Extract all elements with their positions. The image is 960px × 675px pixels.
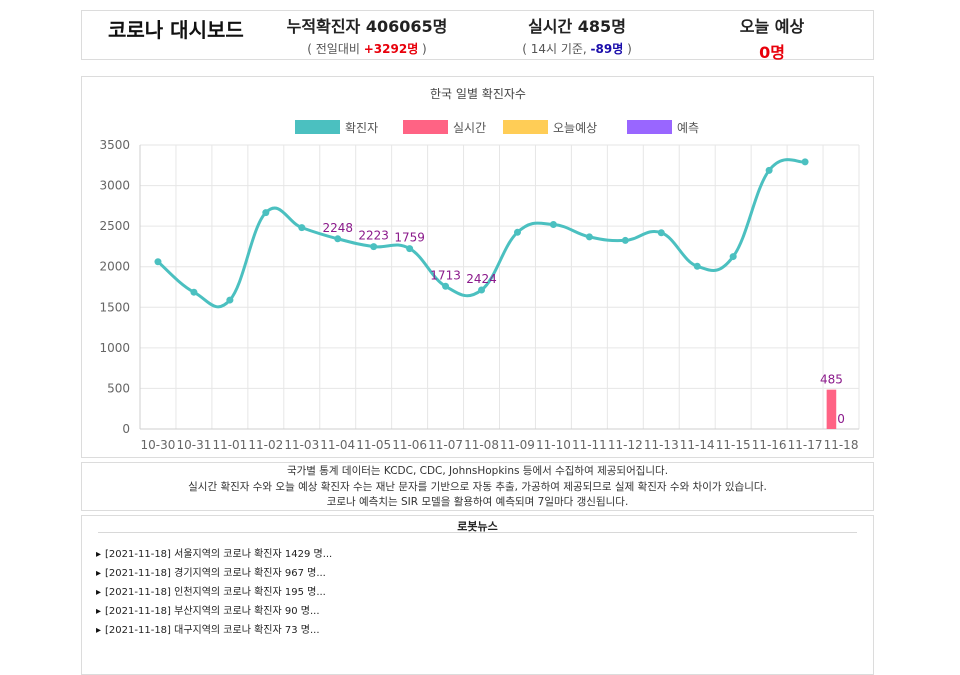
y-tick-label: 1500 [99,300,130,314]
y-tick-label: 2500 [99,219,130,233]
data-point [190,288,198,296]
forecast-title: 오늘 예상 [739,17,805,36]
y-tick-label: 3500 [99,138,130,152]
robot-news-panel: 로봇뉴스 [2021-11-18] 서울지역의 코로나 확진자 1429 명..… [81,515,874,675]
data-point [621,236,629,244]
realtime-stat: 실시간 485명 ( 14시 기준, -89명 ) [492,13,662,57]
y-tick-label: 0 [122,422,130,436]
y-tick-label: 2000 [99,260,130,274]
x-tick-label: 11-02 [248,438,283,452]
y-tick-label: 1000 [99,341,130,355]
data-point [801,158,809,166]
x-tick-label: 11-14 [680,438,715,452]
data-point [513,228,521,236]
forecast-value: 0명 [759,43,785,62]
news-divider [98,532,857,533]
x-tick-label: 11-16 [752,438,787,452]
x-tick-label: 11-07 [428,438,463,452]
realtime-title: 실시간 485명 [528,17,626,36]
legend-swatch [627,120,672,134]
data-point [334,235,342,243]
data-point [585,233,593,241]
forecast-stat: 오늘 예상 0명 [707,13,837,63]
data-point [262,209,270,217]
x-tick-label: 11-11 [572,438,607,452]
point-data-label: 2223 [358,229,389,243]
bar-data-label: 485 [820,373,843,387]
chart-title: 한국 일별 확진자수 [430,87,526,101]
x-tick-label: 11-04 [320,438,355,452]
realtime-sub-suffix: ) [623,42,632,56]
x-tick-label: 11-01 [212,438,247,452]
data-point [657,229,665,237]
realtime-sub-prefix: ( 14시 기준, [522,42,591,56]
cumulative-sub-prefix: ( 전일대비 [307,42,364,56]
realtime-sub: ( 14시 기준, -89명 ) [492,40,662,57]
data-point [765,166,773,174]
legend-label: 확진자 [345,121,378,135]
cumulative-sub: ( 전일대비 +3292명 ) [282,40,452,57]
legend-label: 예측 [677,121,699,135]
bar-data-label: 0 [837,412,845,426]
x-tick-label: 11-12 [608,438,643,452]
data-point [406,245,414,253]
app-title: 코로나 대시보드 [108,18,244,42]
point-data-label: 2248 [322,221,353,235]
news-list: [2021-11-18] 서울지역의 코로나 확진자 1429 명... [20… [82,545,873,640]
x-tick-label: 11-08 [464,438,499,452]
legend-label: 오늘예상 [553,121,597,135]
news-item[interactable]: [2021-11-18] 인천지역의 코로나 확진자 195 명... [96,583,873,602]
data-point [298,224,306,232]
legend-swatch [295,120,340,134]
data-point [154,258,162,266]
news-item[interactable]: [2021-11-18] 부산지역의 코로나 확진자 90 명... [96,602,873,621]
news-item[interactable]: [2021-11-18] 서울지역의 코로나 확진자 1429 명... [96,545,873,564]
cumulative-title: 누적확진자 406065명 [286,17,448,36]
data-point [549,221,557,229]
legend-swatch [503,120,548,134]
x-tick-label: 11-09 [500,438,535,452]
data-point [370,243,378,251]
bar [826,389,837,429]
realtime-change: -89명 [590,42,624,56]
x-tick-label: 11-17 [788,438,823,452]
notice-line-1: 국가별 통계 데이터는 KCDC, CDC, JohnsHopkins 등에서 … [286,465,669,477]
point-data-label: 2424 [466,272,497,286]
cumulative-change: +3292명 [363,42,419,56]
x-tick-label: 11-13 [644,438,679,452]
x-tick-label: 10-30 [141,438,176,452]
legend-swatch [403,120,448,134]
x-tick-label: 10-31 [176,438,211,452]
x-tick-label: 11-15 [716,438,751,452]
notice-line-2: 실시간 확진자 수와 오늘 예상 확진자 수는 재난 문자를 기반으로 자동 추… [188,480,767,493]
legend-label: 실시간 [453,121,486,135]
summary-header: 코로나 대시보드 누적확진자 406065명 ( 전일대비 +3292명 ) 실… [81,10,874,63]
y-tick-label: 500 [107,381,130,395]
x-tick-label: 11-03 [284,438,319,452]
point-data-label: 1713 [430,268,461,282]
cumulative-sub-suffix: ) [418,42,427,56]
x-tick-label: 11-10 [536,438,571,452]
data-point [442,282,450,290]
notice-line-3: 코로나 예측치는 SIR 모델을 활용하여 예측되며 7일마다 갱신됩니다. [326,496,629,508]
x-tick-label: 11-06 [392,438,427,452]
news-item[interactable]: [2021-11-18] 경기지역의 코로나 확진자 967 명... [96,564,873,583]
data-notice: 국가별 통계 데이터는 KCDC, CDC, JohnsHopkins 등에서 … [81,462,874,511]
data-point [693,262,701,270]
x-tick-label: 11-18 [824,438,859,452]
cumulative-stat: 누적확진자 406065명 ( 전일대비 +3292명 ) [282,13,452,57]
news-title: 로봇뉴스 [457,520,498,533]
x-tick-label: 11-05 [356,438,391,452]
news-item[interactable]: [2021-11-18] 대구지역의 코로나 확진자 73 명... [96,621,873,640]
data-point [478,286,486,294]
point-data-label: 1759 [394,231,425,245]
y-tick-label: 3000 [99,179,130,193]
data-point [729,253,737,261]
data-point [226,296,234,304]
